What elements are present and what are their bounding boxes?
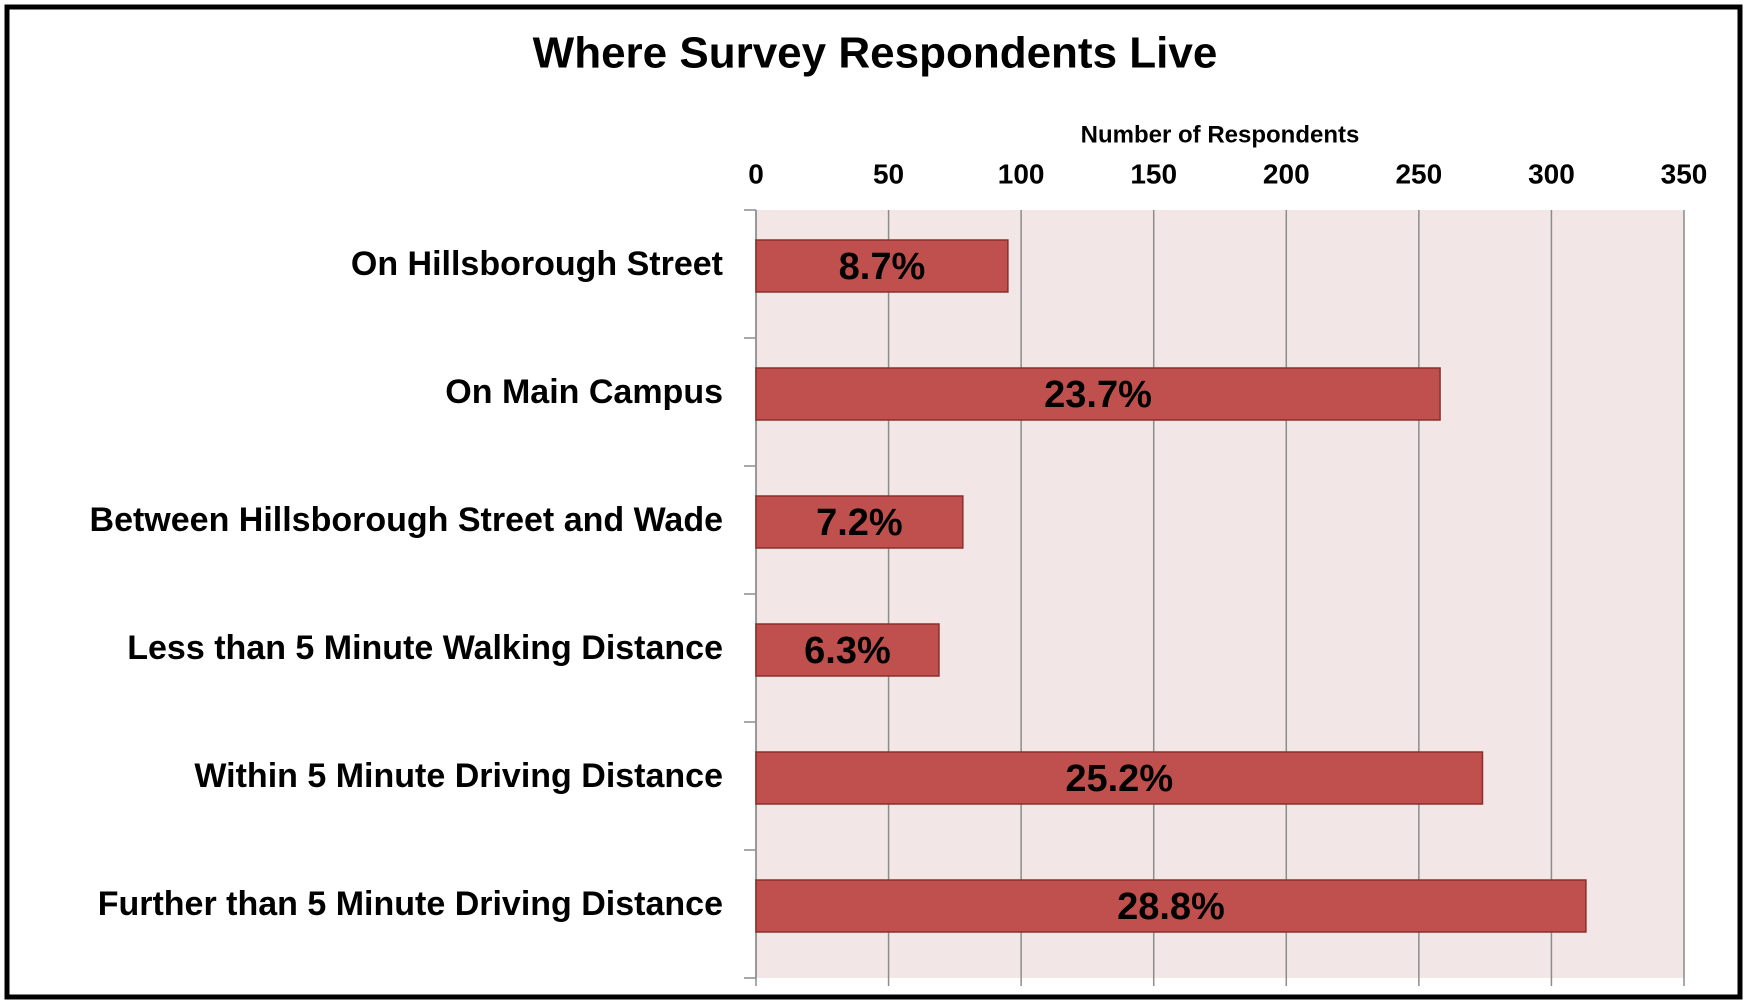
plot-area (756, 210, 1684, 978)
data-label: 8.7% (839, 246, 926, 288)
x-tick-label: 50 (873, 158, 904, 189)
y-tick-label: Less than 5 Minute Walking Distance (127, 629, 723, 667)
x-tick-label: 150 (1130, 158, 1177, 189)
x-tick-label: 300 (1528, 158, 1575, 189)
y-tick-label: Between Hillsborough Street and Wade (90, 501, 723, 539)
bar (755, 623, 940, 677)
data-label: 7.2% (816, 502, 903, 544)
y-tick-label: On Main Campus (445, 373, 723, 411)
data-label: 6.3% (804, 630, 891, 672)
x-tick-label: 0 (748, 158, 764, 189)
data-label: 23.7% (1044, 374, 1152, 416)
y-tick-label: Within 5 Minute Driving Distance (194, 757, 723, 795)
bar (755, 495, 964, 549)
x-tick-label: 200 (1263, 158, 1310, 189)
x-tick-label: 100 (998, 158, 1045, 189)
data-label: 28.8% (1117, 886, 1225, 928)
x-axis-title: Number of Respondents (1081, 121, 1360, 148)
bar (755, 239, 1009, 293)
bar (755, 751, 1484, 805)
y-tick-label: On Hillsborough Street (351, 245, 723, 283)
bar (755, 367, 1441, 421)
chart-title: Where Survey Respondents Live (533, 29, 1218, 78)
y-tick-label: Further than 5 Minute Driving Distance (98, 885, 723, 923)
x-tick-label: 250 (1395, 158, 1442, 189)
x-tick-label: 350 (1661, 158, 1708, 189)
data-label: 25.2% (1065, 758, 1173, 800)
bar (755, 879, 1587, 933)
